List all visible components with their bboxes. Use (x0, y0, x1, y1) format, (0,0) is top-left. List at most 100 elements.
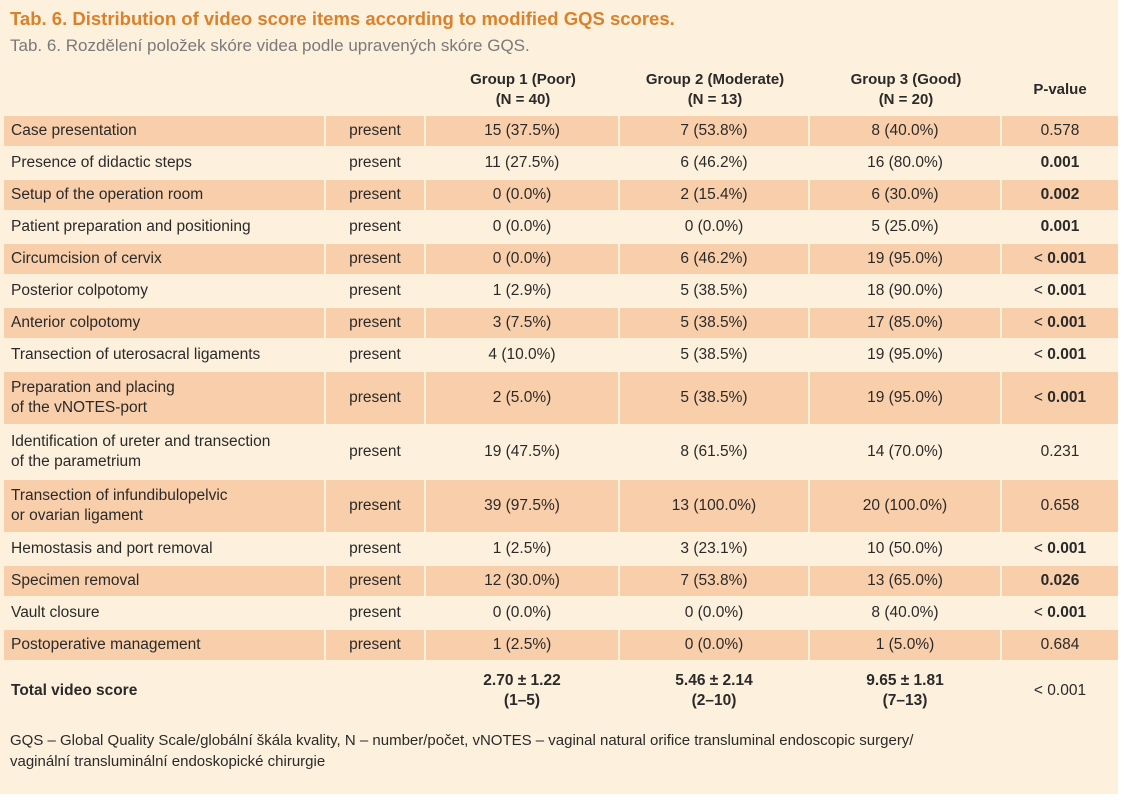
table-row: Identification of ureter and transection… (4, 426, 1118, 480)
header-row: Group 1 (Poor) (N = 40) Group 2 (Moderat… (4, 64, 1118, 116)
group2-cell: 8 (61.5%) (620, 426, 810, 480)
status-cell: present (326, 480, 426, 534)
status-cell: present (326, 244, 426, 276)
pvalue-cell: 0.001 (1002, 148, 1118, 180)
group2-cell: 0 (0.0%) (620, 630, 810, 662)
item-label: Posterior colpotomy (4, 276, 326, 308)
group3-cell: 6 (30.0%) (810, 180, 1002, 212)
header-group1: Group 1 (Poor) (N = 40) (470, 71, 576, 108)
group1-cell: 11 (27.5%) (426, 148, 620, 180)
pvalue-cell: 0.578 (1002, 116, 1118, 148)
group1-cell: 2 (5.0%) (426, 372, 620, 426)
group1-cell: 1 (2.5%) (426, 630, 620, 662)
total-group2: 5.46 ± 2.14 (2–10) (620, 662, 810, 722)
pvalue-number: 0.001 (1040, 154, 1080, 171)
pvalue-number: 0.231 (1040, 443, 1080, 460)
pvalue-cell: 0.002 (1002, 180, 1118, 212)
group3-cell: 8 (40.0%) (810, 598, 1002, 630)
footnote: GQS – Global Quality Scale/globální škál… (10, 732, 914, 770)
total-group3: 9.65 ± 1.81 (7–13) (810, 662, 1002, 722)
pvalue-number: 0.001 (1047, 282, 1087, 299)
pvalue-cell: 0.026 (1002, 566, 1118, 598)
item-label: Presence of didactic steps (4, 148, 326, 180)
pvalue-cell: < 0.001 (1002, 308, 1118, 340)
pvalue-cell: 0.231 (1002, 426, 1118, 480)
header-group2: Group 2 (Moderate) (N = 13) (645, 71, 785, 108)
pvalue-number: 0.001 (1047, 604, 1087, 621)
status-cell: present (326, 630, 426, 662)
item-label: Postoperative management (4, 630, 326, 662)
header-status (326, 64, 426, 116)
table-row: Hemostasis and port removal present 1 (2.5… (4, 534, 1118, 566)
item-label: Anterior colpotomy (4, 308, 326, 340)
pvalue-number: 0.026 (1040, 572, 1080, 589)
table-subtitle: Tab. 6. Rozdělení položek skóre videa po… (10, 36, 530, 55)
group3-cell: 14 (70.0%) (810, 426, 1002, 480)
group2-cell: 3 (23.1%) (620, 534, 810, 566)
pvalue-cell: 0.684 (1002, 630, 1118, 662)
pvalue-prefix: < (1033, 314, 1048, 331)
group3-cell: 19 (95.0%) (810, 244, 1002, 276)
table-row: Circumcision of cervix present 0 (0.0%) 6 (… (4, 244, 1118, 276)
group3-cell: 8 (40.0%) (810, 116, 1002, 148)
group1-cell: 4 (10.0%) (426, 340, 620, 372)
group3-cell: 19 (95.0%) (810, 340, 1002, 372)
pvalue-number: 0.002 (1040, 186, 1080, 203)
pvalue-cell: < 0.001 (1002, 340, 1118, 372)
group2-cell: 6 (46.2%) (620, 244, 810, 276)
group3-cell: 18 (90.0%) (810, 276, 1002, 308)
group2-cell: 13 (100.0%) (620, 480, 810, 534)
group2-cell: 6 (46.2%) (620, 148, 810, 180)
pvalue-number: 0.001 (1047, 389, 1087, 406)
pvalue-prefix: < (1033, 604, 1048, 621)
group1-cell: 0 (0.0%) (426, 180, 620, 212)
pvalue-prefix: < (1033, 250, 1048, 267)
group1-cell: 3 (7.5%) (426, 308, 620, 340)
group2-cell: 7 (53.8%) (620, 566, 810, 598)
group3-cell: 17 (85.0%) (810, 308, 1002, 340)
table-row: Postoperative management present 1 (2.5%) 0… (4, 630, 1118, 662)
group3-cell: 16 (80.0%) (810, 148, 1002, 180)
pvalue-number: 0.658 (1040, 497, 1080, 514)
pvalue-prefix: < (1033, 346, 1048, 363)
pvalue-prefix: < (1033, 389, 1048, 406)
pvalue-number: 0.001 (1047, 346, 1087, 363)
pvalue-prefix: < (1033, 540, 1048, 557)
status-cell: present (326, 340, 426, 372)
status-cell: present (326, 116, 426, 148)
pvalue-number: 0.001 (1047, 314, 1087, 331)
group3-cell: 19 (95.0%) (810, 372, 1002, 426)
table-title: Tab. 6. Distribution of video score item… (10, 8, 675, 29)
item-label: Setup of the operation room (4, 180, 326, 212)
group2-cell: 5 (38.5%) (620, 276, 810, 308)
score-table: Group 1 (Poor) (N = 40) Group 2 (Moderat… (4, 64, 1118, 722)
item-label: Specimen removal (4, 566, 326, 598)
status-cell: present (326, 148, 426, 180)
group3-cell: 13 (65.0%) (810, 566, 1002, 598)
pvalue-number: 0.001 (1047, 540, 1087, 557)
status-cell: present (326, 566, 426, 598)
item-label: Hemostasis and port removal (4, 534, 326, 566)
header-item (4, 64, 326, 116)
total-row: Total video score 2.70 ± 1.22 (1–5) 5.46… (4, 662, 1118, 722)
total-status (326, 662, 426, 722)
table-row: Posterior colpotomy present 1 (2.9%) 5 (38.… (4, 276, 1118, 308)
table-row: Vault closure present 0 (0.0%) 0 (0.0%) 8 (4… (4, 598, 1118, 630)
total-group1: 2.70 ± 1.22 (1–5) (426, 662, 620, 722)
status-cell: present (326, 212, 426, 244)
group2-cell: 0 (0.0%) (620, 212, 810, 244)
table-row: Case presentation present 15 (37.5%) 7 (53.… (4, 116, 1118, 148)
item-label: Circumcision of cervix (4, 244, 326, 276)
pvalue-cell: < 0.001 (1002, 598, 1118, 630)
status-cell: present (326, 180, 426, 212)
group2-cell: 7 (53.8%) (620, 116, 810, 148)
group2-cell: 0 (0.0%) (620, 598, 810, 630)
group3-cell: 10 (50.0%) (810, 534, 1002, 566)
group2-cell: 5 (38.5%) (620, 308, 810, 340)
group1-cell: 19 (47.5%) (426, 426, 620, 480)
item-label: Patient preparation and positioning (4, 212, 326, 244)
group2-cell: 5 (38.5%) (620, 372, 810, 426)
group3-cell: 1 (5.0%) (810, 630, 1002, 662)
group1-cell: 1 (2.9%) (426, 276, 620, 308)
